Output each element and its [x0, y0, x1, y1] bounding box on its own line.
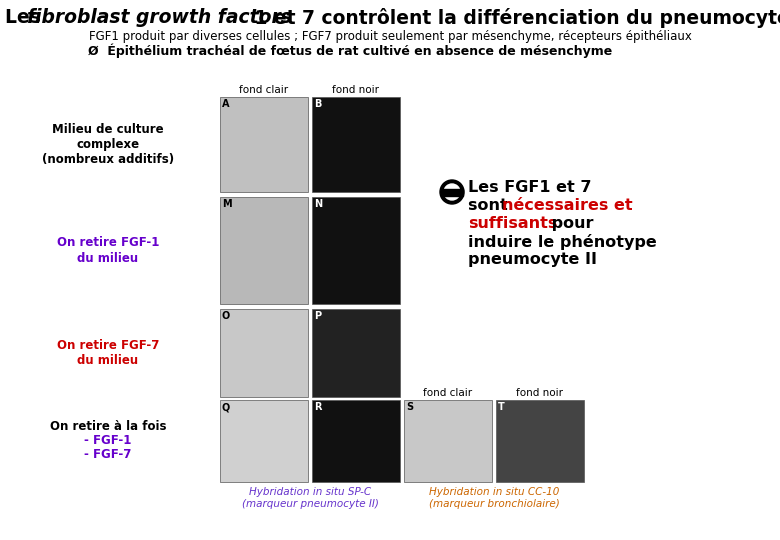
Text: R: R [314, 402, 321, 412]
Bar [312, 309, 400, 397]
Text: fond noir: fond noir [516, 388, 563, 398]
Text: fond clair: fond clair [239, 85, 289, 95]
Bar [441, 188, 463, 195]
Bar [220, 400, 308, 482]
Text: Q: Q [222, 402, 230, 412]
Text: T: T [498, 402, 505, 412]
Circle shape [440, 180, 464, 204]
Bar [312, 197, 400, 304]
Text: On retire à la fois: On retire à la fois [50, 421, 166, 434]
Bar [404, 400, 492, 482]
Text: nécessaires et: nécessaires et [502, 198, 633, 213]
Text: induire le phénotype: induire le phénotype [468, 234, 657, 250]
Bar [312, 97, 400, 192]
Text: fond noir: fond noir [332, 85, 380, 95]
Text: A: A [222, 99, 229, 109]
Bar [220, 97, 308, 192]
Text: S: S [406, 402, 413, 412]
Text: Milieu de culture
complexe
(nombreux additifs): Milieu de culture complexe (nombreux add… [42, 123, 174, 166]
Text: Hybridation in situ CC-10
(marqueur bronchiolaire): Hybridation in situ CC-10 (marqueur bron… [429, 487, 559, 509]
Text: 1 et 7 contrôlent la différenciation du pneumocyte II: 1 et 7 contrôlent la différenciation du … [248, 8, 780, 28]
Text: On retire FGF-7
du milieu: On retire FGF-7 du milieu [57, 339, 159, 367]
Text: FGF1 produit par diverses cellules ; FGF7 produit seulement par mésenchyme, réce: FGF1 produit par diverses cellules ; FGF… [89, 30, 691, 43]
Text: pour: pour [546, 216, 594, 231]
Text: B: B [314, 99, 321, 109]
Text: N: N [314, 199, 322, 209]
Text: sont: sont [468, 198, 513, 213]
Text: - FGF-7: - FGF-7 [84, 449, 132, 462]
Text: pneumocyte II: pneumocyte II [468, 252, 597, 267]
Text: P: P [314, 311, 321, 321]
Text: On retire FGF-1
du milieu: On retire FGF-1 du milieu [57, 237, 159, 265]
Bar [220, 197, 308, 304]
Bar [312, 400, 400, 482]
Bar [220, 309, 308, 397]
Text: - FGF-1: - FGF-1 [84, 435, 132, 448]
Text: suffisants: suffisants [468, 216, 558, 231]
Bar [496, 400, 584, 482]
Text: Ø  Épithélium trachéal de fœtus de rat cultivé en absence de mésenchyme: Ø Épithélium trachéal de fœtus de rat cu… [88, 44, 612, 58]
Text: Les FGF1 et 7: Les FGF1 et 7 [468, 180, 591, 195]
Text: M: M [222, 199, 232, 209]
Text: fond clair: fond clair [424, 388, 473, 398]
Text: Les: Les [5, 8, 48, 27]
Circle shape [444, 184, 460, 200]
Text: O: O [222, 311, 230, 321]
Text: fibroblast growth factors: fibroblast growth factors [27, 8, 292, 27]
Text: Hybridation in situ SP-C
(marqueur pneumocyte II): Hybridation in situ SP-C (marqueur pneum… [242, 487, 378, 509]
